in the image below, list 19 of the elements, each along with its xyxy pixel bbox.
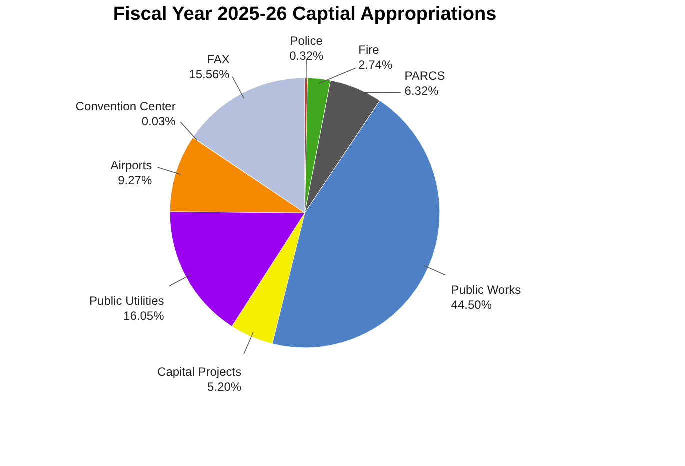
data-label: 44.50% <box>451 298 492 312</box>
data-label: 15.56% <box>189 68 230 82</box>
data-label: 2.74% <box>358 58 393 72</box>
data-label: 9.27% <box>118 174 152 188</box>
slice-label: Police <box>290 34 324 48</box>
slice-label: Capital Projects <box>158 364 242 379</box>
data-label: 6.32% <box>404 84 440 98</box>
slice-label: Convention Center <box>76 100 176 114</box>
chart-title: Fiscal Year 2025-26 Captial Appropriations <box>113 4 497 25</box>
slice-label: Public Utilities <box>90 294 164 308</box>
data-label: 0.03% <box>142 114 176 129</box>
data-label: 16.05% <box>124 309 165 324</box>
data-label: 0.32% <box>290 49 324 64</box>
data-label: 5.20% <box>208 380 242 394</box>
slice-label: FAX <box>207 52 230 67</box>
slice-label: Public Works <box>451 282 522 297</box>
slice-label: Airports <box>110 158 152 173</box>
slice-label: PARCS <box>404 68 446 83</box>
slice-label: Fire <box>358 43 380 58</box>
